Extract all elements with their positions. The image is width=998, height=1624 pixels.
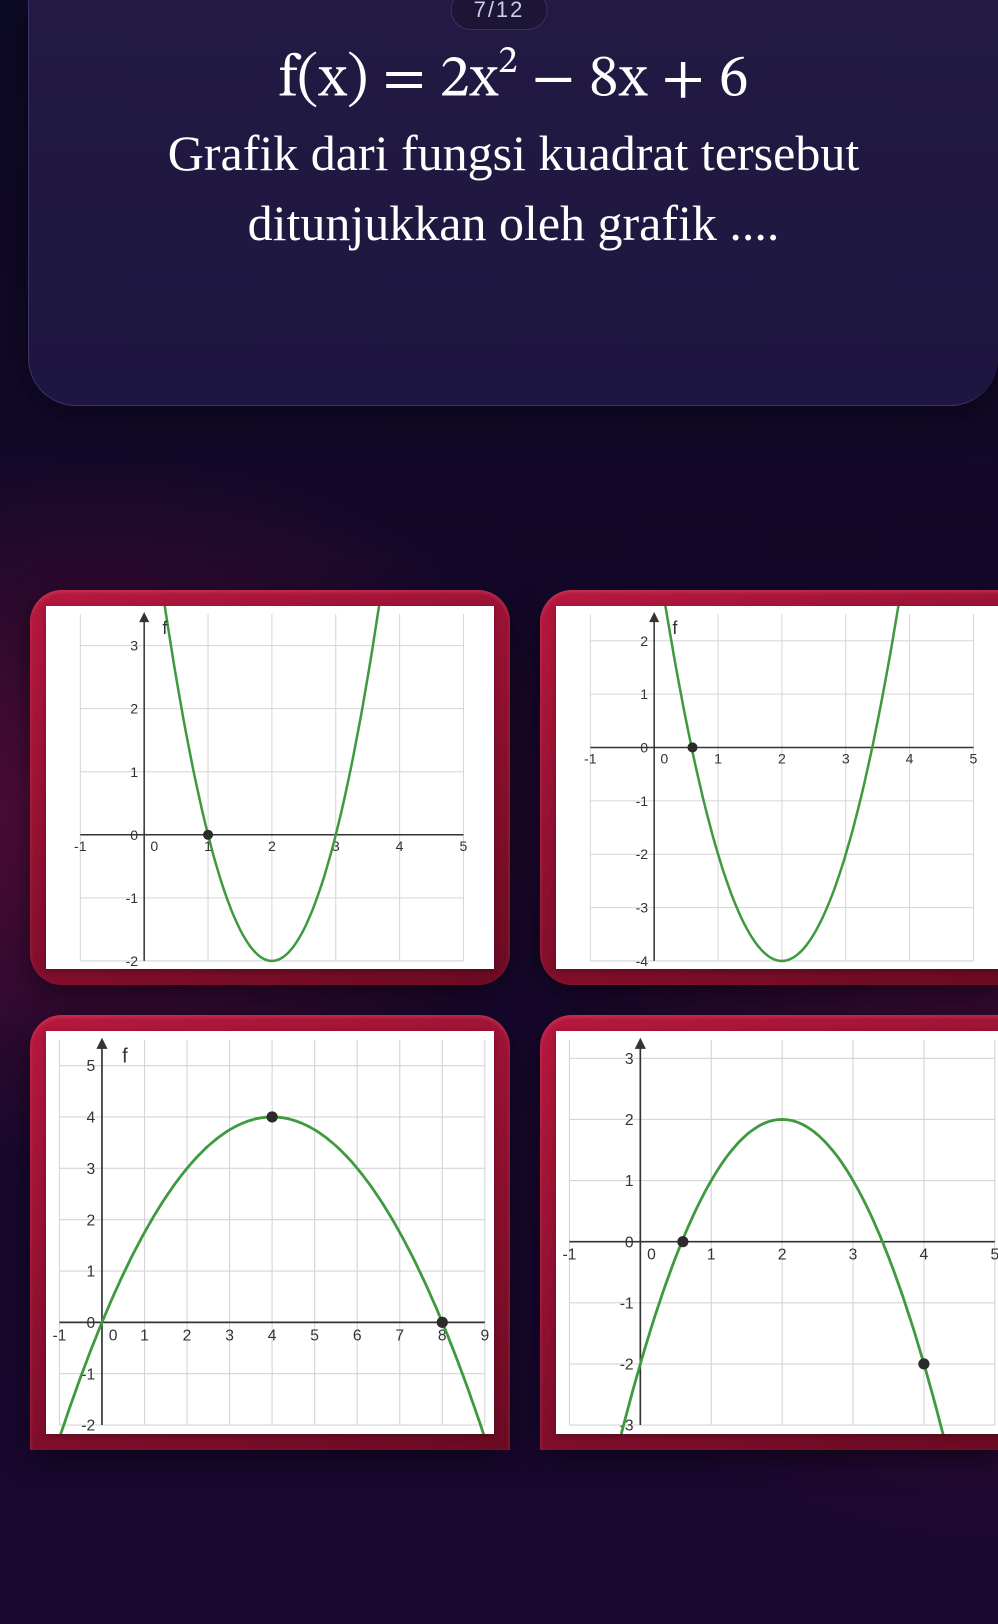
svg-text:0: 0 <box>640 740 648 756</box>
svg-text:-4: -4 <box>635 953 648 969</box>
svg-text:7: 7 <box>395 1327 404 1344</box>
svg-text:1: 1 <box>87 1264 96 1281</box>
option-a[interactable]: -112345-2-101230f <box>30 590 510 985</box>
svg-text:3: 3 <box>225 1327 234 1344</box>
svg-text:0: 0 <box>87 1315 96 1332</box>
svg-text:1: 1 <box>130 764 138 780</box>
svg-text:-1: -1 <box>584 751 597 767</box>
svg-text:2: 2 <box>778 751 786 767</box>
svg-text:3: 3 <box>87 1161 96 1178</box>
svg-text:4: 4 <box>905 751 913 767</box>
svg-text:2: 2 <box>268 838 276 854</box>
svg-text:0: 0 <box>660 751 668 767</box>
svg-text:-1: -1 <box>126 890 139 906</box>
svg-text:5: 5 <box>310 1327 319 1344</box>
svg-text:1: 1 <box>140 1327 149 1344</box>
svg-text:0: 0 <box>647 1247 656 1264</box>
svg-text:f: f <box>122 1045 128 1067</box>
svg-text:2: 2 <box>778 1247 787 1264</box>
svg-text:-2: -2 <box>126 953 139 969</box>
chart-d: -112345-3-2-101230 <box>556 1031 998 1434</box>
svg-text:9: 9 <box>480 1327 489 1344</box>
svg-text:1: 1 <box>714 751 722 767</box>
svg-text:-2: -2 <box>619 1357 633 1374</box>
svg-text:3: 3 <box>848 1247 857 1264</box>
svg-text:3: 3 <box>130 638 138 654</box>
svg-text:5: 5 <box>460 838 468 854</box>
svg-text:5: 5 <box>969 751 977 767</box>
svg-text:2: 2 <box>130 701 138 717</box>
svg-text:-2: -2 <box>81 1418 95 1434</box>
svg-text:-1: -1 <box>635 793 648 809</box>
svg-text:-1: -1 <box>619 1295 633 1312</box>
svg-text:f: f <box>672 618 678 638</box>
svg-text:5: 5 <box>990 1247 998 1264</box>
svg-text:4: 4 <box>87 1110 96 1127</box>
question-formula: f(x) = 2x2 − 8x + 6 <box>29 38 998 118</box>
svg-text:-1: -1 <box>562 1247 576 1264</box>
progress-pill: 7/12 <box>451 0 548 30</box>
chart-b: -1 1 2 3 4 5 -4 -3 -2 -1 0 1 2 0 f <box>556 606 998 969</box>
svg-text:0: 0 <box>625 1234 634 1251</box>
svg-text:0: 0 <box>109 1327 118 1344</box>
svg-text:3: 3 <box>625 1051 634 1068</box>
chart-a: -112345-2-101230f <box>46 606 494 969</box>
svg-text:1: 1 <box>625 1173 634 1190</box>
svg-text:2: 2 <box>87 1212 96 1229</box>
option-d[interactable]: -112345-3-2-101230 <box>540 1015 998 1450</box>
svg-text:2: 2 <box>625 1112 634 1129</box>
svg-text:-1: -1 <box>74 838 87 854</box>
svg-text:6: 6 <box>353 1327 362 1344</box>
svg-text:-1: -1 <box>52 1327 66 1344</box>
svg-text:5: 5 <box>87 1058 96 1075</box>
svg-text:4: 4 <box>268 1327 277 1344</box>
svg-text:3: 3 <box>842 751 850 767</box>
svg-text:-3: -3 <box>635 900 648 916</box>
question-card: f(x) = 2x2 − 8x + 6 Grafik dari fungsi k… <box>28 0 998 406</box>
svg-text:2: 2 <box>183 1327 192 1344</box>
svg-text:0: 0 <box>150 838 158 854</box>
chart-c: -1123456789-2-10123450f <box>46 1031 494 1434</box>
svg-text:4: 4 <box>396 838 404 854</box>
option-b[interactable]: -1 1 2 3 4 5 -4 -3 -2 -1 0 1 2 0 f <box>540 590 998 985</box>
svg-text:2: 2 <box>640 633 648 649</box>
svg-text:1: 1 <box>707 1247 716 1264</box>
question-text: Grafik dari fungsi kuadrat tersebut ditu… <box>29 118 998 258</box>
svg-text:4: 4 <box>919 1247 928 1264</box>
option-c[interactable]: -1123456789-2-10123450f <box>30 1015 510 1450</box>
svg-text:0: 0 <box>130 827 138 843</box>
svg-text:-2: -2 <box>635 846 648 862</box>
options-grid: -1 1 2 3 4 5 -2 -1 0 1 2 3 0 f -1 1 2 3 4 5 -4 -3 -2 -1 0 1 2 0 f -… <box>0 590 998 1624</box>
svg-text:1: 1 <box>640 686 648 702</box>
